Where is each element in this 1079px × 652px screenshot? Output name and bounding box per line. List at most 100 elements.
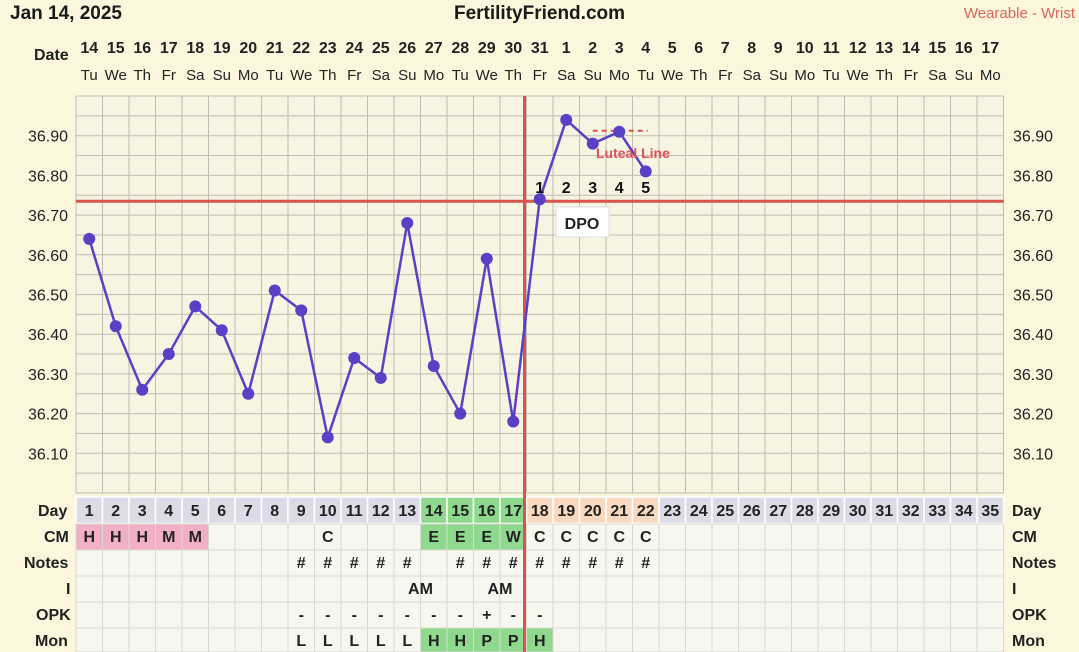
table-cell — [367, 575, 395, 603]
site-title: FertilityFriend.com — [453, 3, 626, 24]
dpo-number: 3 — [588, 180, 597, 197]
weekday-label: Su — [398, 67, 416, 84]
table-cell — [817, 575, 845, 603]
table-cell — [950, 549, 978, 577]
weekday-label: Th — [504, 67, 522, 84]
table-cell-value: AM — [408, 581, 433, 598]
table-cell — [234, 627, 262, 652]
table-cell — [75, 601, 103, 629]
date-label: 15 — [928, 40, 946, 57]
table-cell — [923, 575, 951, 603]
row-label: I — [66, 581, 70, 598]
table-cell — [897, 549, 925, 577]
table-cell — [605, 627, 633, 652]
table-cell — [446, 627, 474, 652]
table-cell — [367, 627, 395, 652]
table-cell-value: P — [481, 633, 492, 650]
table-cell — [923, 601, 951, 629]
y-tick-label: 36.90 — [1013, 129, 1053, 146]
table-cell-value: - — [299, 607, 304, 624]
table-cell — [234, 601, 262, 629]
table-cell — [287, 523, 315, 551]
date-label: 15 — [107, 40, 125, 57]
weekday-label: Sa — [743, 67, 762, 84]
table-cell — [234, 523, 262, 551]
table-cell — [976, 549, 1004, 577]
table-cell — [181, 549, 209, 577]
weekday-label: Fr — [904, 67, 918, 84]
table-cell — [393, 627, 421, 652]
table-cell — [128, 601, 156, 629]
table-cell — [234, 575, 262, 603]
table-cell-value: L — [296, 633, 306, 650]
table-cell — [287, 627, 315, 652]
table-cell — [923, 523, 951, 551]
table-cell — [499, 575, 527, 603]
table-cell — [791, 627, 819, 652]
table-cell — [870, 601, 898, 629]
table-cell-value: M — [189, 529, 202, 546]
table-cell — [367, 549, 395, 577]
table-cell — [817, 601, 845, 629]
table-cell-value: W — [506, 529, 522, 546]
weekday-label: Fr — [347, 67, 361, 84]
cycle-day-label: 32 — [902, 503, 920, 520]
table-cell — [658, 575, 686, 603]
table-cell — [473, 549, 501, 577]
weekday-label: Tu — [81, 67, 98, 84]
weekday-label: Su — [584, 67, 602, 84]
table-cell — [499, 627, 527, 652]
date-label: 3 — [615, 40, 624, 57]
weekday-label: We — [290, 67, 312, 84]
date-label: 10 — [796, 40, 814, 57]
table-cell-value: # — [562, 555, 571, 572]
table-cell-value: E — [428, 529, 439, 546]
table-cell-value: E — [481, 529, 492, 546]
table-cell — [685, 523, 713, 551]
y-tick-label: 36.30 — [1013, 367, 1053, 384]
table-cell — [526, 627, 554, 652]
temperature-point — [215, 324, 228, 337]
table-cell — [367, 523, 395, 551]
weekday-label: We — [105, 67, 127, 84]
temperature-point — [613, 125, 626, 138]
cycle-day-label: 14 — [425, 503, 443, 520]
table-cell — [181, 627, 209, 652]
table-cell — [950, 575, 978, 603]
table-cell — [340, 549, 368, 577]
cycle-day-label: 35 — [981, 503, 999, 520]
table-cell — [685, 549, 713, 577]
cycle-day-cell — [260, 496, 289, 525]
temperature-point — [374, 371, 387, 384]
table-cell — [791, 549, 819, 577]
date-label: 20 — [239, 40, 257, 57]
table-cell-value: L — [376, 633, 386, 650]
table-cell — [764, 575, 792, 603]
date-label: 17 — [981, 40, 999, 57]
weekday-label: Sa — [372, 67, 391, 84]
cycle-day-cell — [923, 496, 952, 525]
table-cell — [128, 575, 156, 603]
table-cell-value: - — [405, 607, 410, 624]
table-cell — [552, 549, 580, 577]
cycle-day-label: 4 — [164, 503, 173, 520]
cycle-day-label: 25 — [716, 503, 734, 520]
temperature-point — [427, 359, 440, 372]
cycle-day-label: 15 — [451, 503, 469, 520]
weekday-label: Tu — [266, 67, 283, 84]
dpo-number: 2 — [562, 180, 571, 197]
table-cell — [897, 575, 925, 603]
table-cell — [844, 549, 872, 577]
date-label: 27 — [425, 40, 443, 57]
y-tick-label: 36.80 — [28, 168, 68, 185]
table-cell — [579, 627, 607, 652]
y-tick-label: 36.20 — [1013, 407, 1053, 424]
cycle-day-cell — [976, 496, 1005, 525]
row-label: CM — [44, 529, 69, 546]
date-label: 2 — [588, 40, 597, 57]
table-cell — [261, 575, 289, 603]
cycle-day-label: 20 — [584, 503, 602, 520]
table-cell — [155, 549, 183, 577]
table-cell — [764, 627, 792, 652]
table-cell — [605, 523, 633, 551]
